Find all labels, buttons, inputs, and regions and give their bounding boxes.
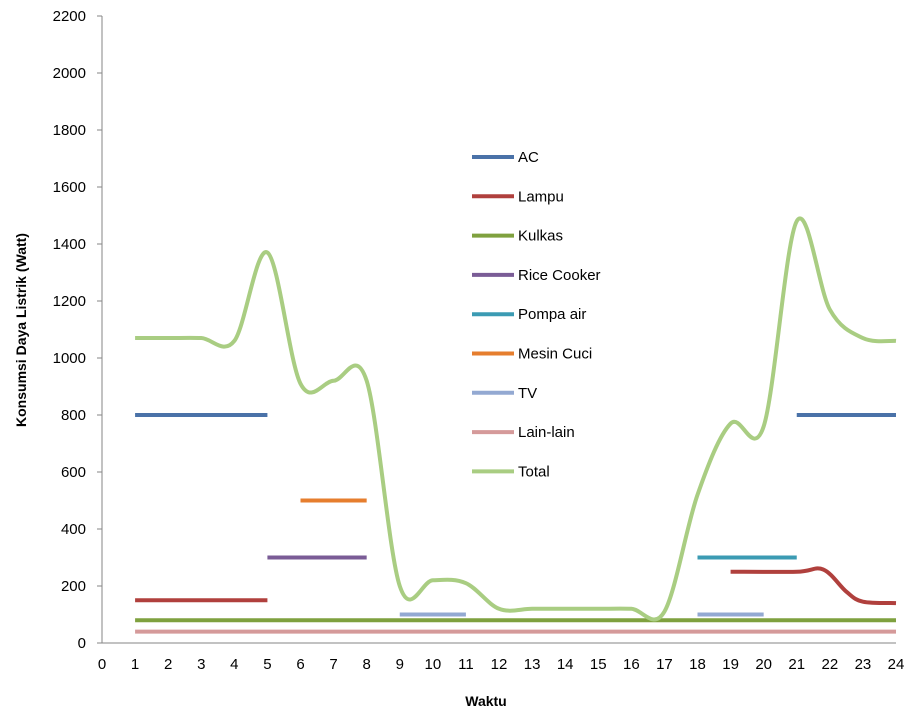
x-tick-label: 19	[722, 656, 739, 673]
x-tick-label: 8	[362, 656, 370, 673]
x-tick-label: 3	[197, 656, 205, 673]
legend-label: AC	[518, 149, 539, 166]
legend: AC Lampu Kulkas Rice Cooker Pompa air Mesin C…	[472, 149, 601, 480]
x-tick-label: 16	[623, 656, 640, 673]
series-line-total	[135, 216, 897, 622]
legend-label: Rice Cooker	[518, 267, 601, 284]
x-axis-title: Waktu	[465, 693, 506, 709]
x-tick-label: 23	[855, 656, 872, 673]
legend-item-kulkas: Kulkas	[472, 228, 563, 245]
x-tick-label: 12	[491, 656, 508, 673]
legend-item-tv: TV	[472, 385, 537, 402]
y-tick-label: 1400	[53, 236, 86, 253]
legend-label: Lain-lain	[518, 424, 575, 441]
x-tick-label: 6	[296, 656, 304, 673]
legend-item-rice-cooker: Rice Cooker	[472, 267, 601, 284]
series-lampu	[135, 566, 897, 606]
x-tick-label: 14	[557, 656, 574, 673]
x-tick-label: 5	[263, 656, 271, 673]
y-tick-label: 600	[61, 464, 86, 481]
y-axis-title: Konsumsi Daya Listrik (Watt)	[13, 233, 29, 427]
legend-label: Lampu	[518, 188, 564, 205]
x-tick-label: 0	[98, 656, 106, 673]
x-tick-label: 1	[131, 656, 139, 673]
x-tick-label: 20	[755, 656, 772, 673]
x-tick-label: 17	[656, 656, 673, 673]
x-tick-label: 22	[821, 656, 838, 673]
series-line-lampu	[730, 566, 897, 606]
legend-label: Total	[518, 463, 550, 480]
legend-label: TV	[518, 385, 537, 402]
axes	[101, 16, 896, 644]
legend-item-pompa-air: Pompa air	[472, 306, 586, 323]
x-tick-label: 4	[230, 656, 238, 673]
x-tick-label: 10	[424, 656, 441, 673]
y-tick-label: 200	[61, 578, 86, 595]
x-tick-label: 2	[164, 656, 172, 673]
x-tick-label: 11	[458, 656, 474, 673]
legend-label: Kulkas	[518, 228, 563, 245]
x-tick-labels: 0 1 2 3 4 5 6 7 8 9 10 11 12 13 14 15 16 17 18 19 20 21 22 23 24	[98, 656, 905, 673]
y-tick-label: 1800	[53, 122, 86, 139]
legend-label: Pompa air	[518, 306, 586, 323]
y-tick-label: 400	[61, 521, 86, 538]
y-tick-label: 2200	[53, 8, 86, 25]
x-tick-label: 15	[590, 656, 607, 673]
y-tick-labels: 0 200 400 600 800 1000 1200 1400 1600 1800 2000 220…	[53, 8, 102, 652]
legend-item-lampu: Lampu	[472, 188, 564, 205]
legend-item-ac: AC	[472, 149, 539, 166]
legend-item-total: Total	[472, 463, 550, 480]
y-tick-label: 800	[61, 407, 86, 424]
y-tick-label: 1000	[53, 350, 86, 367]
legend-item-mesin-cuci: Mesin Cuci	[472, 346, 592, 363]
x-tick-label: 13	[524, 656, 541, 673]
y-tick-label: 1600	[53, 179, 86, 196]
series-total	[135, 216, 897, 622]
x-tick-label: 21	[788, 656, 805, 673]
legend-label: Mesin Cuci	[518, 346, 592, 363]
y-tick-label: 1200	[53, 293, 86, 310]
x-tick-label: 9	[396, 656, 404, 673]
legend-item-lain-lain: Lain-lain	[472, 424, 575, 441]
y-tick-label: 2000	[53, 65, 86, 82]
series-group	[135, 216, 897, 634]
x-tick-label: 18	[689, 656, 706, 673]
x-tick-label: 7	[329, 656, 337, 673]
y-tick-label: 0	[78, 635, 86, 652]
x-tick-label: 24	[888, 656, 905, 673]
